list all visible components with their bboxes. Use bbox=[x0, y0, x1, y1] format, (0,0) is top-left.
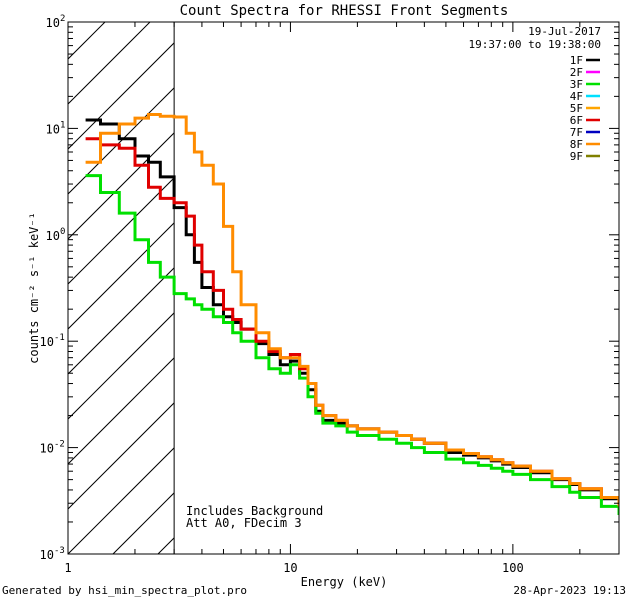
y-tick-label-base: 10 bbox=[46, 16, 60, 30]
annotation-background: Includes Background bbox=[186, 504, 323, 518]
y-tick-label-base: 10 bbox=[40, 335, 54, 349]
hatch-line bbox=[68, 177, 175, 285]
hatch-line bbox=[68, 267, 175, 375]
y-tick-label: 10 -3 bbox=[40, 546, 65, 562]
y-tick-label-base: 10 bbox=[40, 548, 54, 562]
y-tick-label-base: 10 bbox=[46, 122, 60, 136]
series-3F-line bbox=[85, 174, 619, 515]
hatch-line bbox=[68, 357, 175, 465]
y-tick-label-exponent: 1 bbox=[60, 120, 65, 130]
hatch-line bbox=[68, 22, 106, 60]
y-tick-label: 10 1 bbox=[46, 120, 66, 136]
series-layer bbox=[85, 113, 619, 515]
footer-timestamp: 28-Apr-2023 19:13 bbox=[513, 584, 626, 597]
legend-date: 19-Jul-2017 bbox=[528, 25, 601, 38]
legend-label-4F: 4F bbox=[570, 90, 583, 103]
attenuated-region-hatch bbox=[68, 22, 640, 554]
x-axis-label: Energy (keV) bbox=[301, 575, 388, 589]
footer-generator: Generated by hsi_min_spectra_plot.pro bbox=[2, 584, 247, 597]
y-tick-label-exponent: -2 bbox=[54, 440, 65, 450]
hatch-line bbox=[68, 42, 175, 150]
legend-label-8F: 8F bbox=[570, 138, 583, 151]
axis-ticks bbox=[67, 21, 620, 555]
y-tick-label-exponent: 0 bbox=[60, 227, 65, 237]
y-axis-label: counts cm⁻² s⁻¹ keV⁻¹ bbox=[27, 212, 41, 364]
y-tick-label: 10 2 bbox=[46, 14, 66, 30]
y-tick-label-exponent: -3 bbox=[54, 546, 65, 556]
y-tick-label: 10 -1 bbox=[40, 333, 65, 349]
series-8F-line bbox=[85, 113, 619, 507]
hatch-line bbox=[338, 22, 640, 554]
y-tick-label: 10 0 bbox=[46, 227, 66, 243]
annotation-attenuator: Att A0, FDecim 3 bbox=[186, 516, 302, 530]
y-tick-label: 10 -2 bbox=[40, 440, 65, 456]
y-tick-label-exponent: 2 bbox=[60, 14, 65, 24]
y-tick-label-base: 10 bbox=[46, 229, 60, 243]
series-6F-line bbox=[85, 137, 619, 507]
hatch-line bbox=[293, 22, 640, 554]
legend-label-7F: 7F bbox=[570, 126, 583, 139]
plot-frame bbox=[67, 21, 620, 555]
legend-label-3F: 3F bbox=[570, 78, 583, 91]
legend-time-range: 19:37:00 to 19:38:00 bbox=[469, 38, 601, 51]
hatch-line bbox=[68, 402, 175, 510]
x-tick-labels: 1 10 100 bbox=[64, 561, 523, 575]
hatch-line bbox=[68, 87, 175, 195]
x-tick-label: 1 bbox=[64, 561, 71, 575]
hatch-line bbox=[68, 222, 175, 330]
y-tick-label-exponent: -1 bbox=[54, 333, 65, 343]
y-tick-label-base: 10 bbox=[40, 442, 54, 456]
x-tick-label: 10 bbox=[283, 561, 297, 575]
x-tick-label: 100 bbox=[502, 561, 524, 575]
hatch-line bbox=[68, 447, 175, 554]
hatch-line bbox=[157, 537, 175, 554]
legend-label-5F: 5F bbox=[570, 102, 583, 115]
legend-label-1F: 1F bbox=[570, 54, 583, 67]
legend-label-6F: 6F bbox=[570, 114, 583, 127]
hatch-line bbox=[112, 492, 175, 554]
hatch-line bbox=[473, 22, 640, 554]
chart-title: Count Spectra for RHESSI Front Segments bbox=[180, 3, 509, 19]
legend-label-2F: 2F bbox=[570, 66, 583, 79]
hatch-line bbox=[68, 22, 151, 105]
legend-label-9F: 9F bbox=[570, 150, 583, 163]
series-1F-line bbox=[85, 118, 619, 508]
